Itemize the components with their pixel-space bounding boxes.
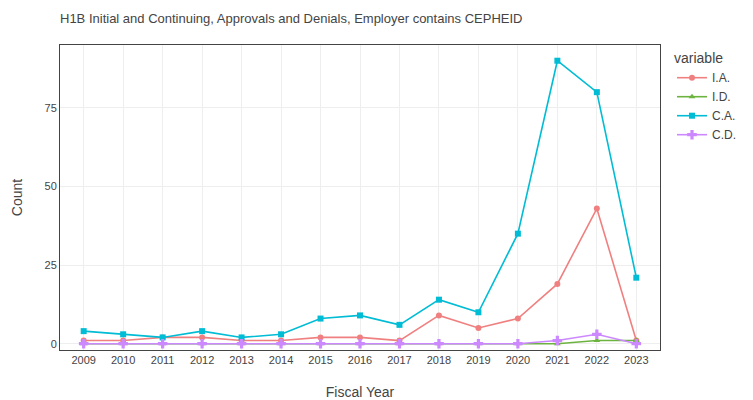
svg-text:2018: 2018 [427, 354, 451, 366]
svg-text:0: 0 [51, 338, 57, 350]
svg-text:2023: 2023 [624, 354, 648, 366]
svg-text:Count: Count [9, 179, 25, 216]
svg-text:2021: 2021 [545, 354, 569, 366]
svg-text:H1B Initial and Continuing, Ap: H1B Initial and Continuing, Approvals an… [60, 11, 522, 26]
svg-text:2017: 2017 [387, 354, 411, 366]
svg-text:2012: 2012 [190, 354, 214, 366]
svg-text:C.A.: C.A. [712, 109, 735, 123]
svg-text:I.A.: I.A. [712, 71, 730, 85]
svg-text:2015: 2015 [308, 354, 332, 366]
svg-text:variable: variable [674, 50, 723, 66]
svg-text:2009: 2009 [71, 354, 95, 366]
svg-text:2011: 2011 [151, 354, 175, 366]
svg-text:2016: 2016 [348, 354, 372, 366]
svg-text:2020: 2020 [506, 354, 530, 366]
svg-text:I.D.: I.D. [712, 90, 731, 104]
svg-text:2014: 2014 [269, 354, 293, 366]
svg-text:25: 25 [45, 259, 57, 271]
svg-text:50: 50 [45, 180, 57, 192]
svg-text:75: 75 [45, 102, 57, 114]
svg-text:2022: 2022 [585, 354, 609, 366]
svg-text:2019: 2019 [466, 354, 490, 366]
svg-text:2013: 2013 [229, 354, 253, 366]
svg-text:2010: 2010 [111, 354, 135, 366]
svg-text:C.D.: C.D. [712, 128, 736, 142]
svg-text:Fiscal Year: Fiscal Year [326, 384, 395, 400]
